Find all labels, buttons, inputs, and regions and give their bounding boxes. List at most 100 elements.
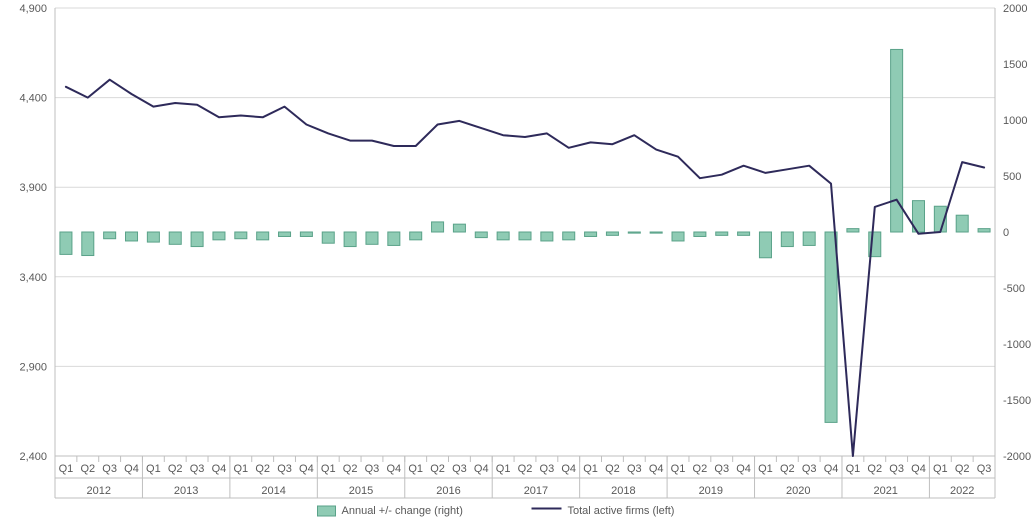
x-quarter-label: Q3 — [190, 463, 205, 475]
x-quarter-label: Q3 — [627, 463, 642, 475]
x-quarter-label: Q2 — [518, 463, 533, 475]
x-quarter-label: Q4 — [212, 463, 227, 475]
x-year-label: 2014 — [261, 485, 285, 497]
bar — [388, 232, 400, 245]
x-quarter-label: Q4 — [386, 463, 401, 475]
bar — [563, 232, 575, 240]
x-year-label: 2015 — [349, 485, 373, 497]
x-quarter-label: Q2 — [867, 463, 882, 475]
bar — [672, 232, 684, 241]
y-right-tick-label: -1000 — [1003, 339, 1031, 351]
bar — [541, 232, 553, 241]
y-right-tick-label: 1500 — [1003, 59, 1027, 71]
x-year-label: 2020 — [786, 485, 810, 497]
x-quarter-label: Q1 — [321, 463, 336, 475]
x-quarter-label: Q3 — [889, 463, 904, 475]
bar — [169, 232, 181, 244]
x-quarter-label: Q3 — [802, 463, 817, 475]
x-year-label: 2013 — [174, 485, 198, 497]
bar — [82, 232, 94, 256]
bar — [956, 215, 968, 232]
x-year-label: 2018 — [611, 485, 635, 497]
bar — [738, 232, 750, 235]
bar — [716, 232, 728, 235]
bar — [322, 232, 334, 243]
x-quarter-label: Q1 — [758, 463, 773, 475]
x-quarter-label: Q2 — [168, 463, 183, 475]
y-left-tick-label: 2,900 — [19, 361, 47, 373]
legend-label: Total active firms (left) — [568, 505, 675, 517]
x-quarter-label: Q1 — [496, 463, 511, 475]
x-quarter-label: Q2 — [605, 463, 620, 475]
x-quarter-label: Q3 — [452, 463, 467, 475]
legend-label: Annual +/- change (right) — [342, 505, 463, 517]
x-quarter-label: Q1 — [233, 463, 248, 475]
bar — [257, 232, 269, 240]
bar — [606, 232, 618, 235]
x-quarter-label: Q1 — [59, 463, 74, 475]
bar — [453, 224, 465, 232]
bar — [519, 232, 531, 240]
bar — [104, 232, 116, 239]
x-quarter-label: Q3 — [977, 463, 992, 475]
x-quarter-label: Q2 — [80, 463, 95, 475]
bar — [781, 232, 793, 247]
x-quarter-label: Q4 — [124, 463, 139, 475]
x-quarter-label: Q4 — [911, 463, 926, 475]
bar — [694, 232, 706, 236]
bar — [191, 232, 203, 247]
x-quarter-label: Q3 — [102, 463, 117, 475]
bar — [410, 232, 422, 240]
x-quarter-label: Q4 — [299, 463, 314, 475]
y-left-tick-label: 4,900 — [19, 3, 47, 15]
bar — [60, 232, 72, 254]
x-year-label: 2016 — [436, 485, 460, 497]
x-quarter-label: Q2 — [255, 463, 270, 475]
x-year-label: 2019 — [699, 485, 723, 497]
y-right-tick-label: -500 — [1003, 283, 1025, 295]
bar — [475, 232, 487, 238]
bar — [650, 232, 662, 233]
x-quarter-label: Q3 — [365, 463, 380, 475]
bar — [628, 232, 640, 233]
bar — [585, 232, 597, 236]
bar — [213, 232, 225, 240]
x-quarter-label: Q4 — [649, 463, 664, 475]
bar — [803, 232, 815, 245]
y-right-tick-label: -2000 — [1003, 451, 1031, 463]
x-quarter-label: Q1 — [846, 463, 861, 475]
bar — [235, 232, 247, 239]
x-year-label: 2021 — [873, 485, 897, 497]
x-year-label: 2017 — [524, 485, 548, 497]
x-quarter-label: Q3 — [277, 463, 292, 475]
bar — [432, 222, 444, 232]
y-left-tick-label: 2,400 — [19, 451, 47, 463]
x-quarter-label: Q1 — [408, 463, 423, 475]
y-right-tick-label: 2000 — [1003, 3, 1027, 15]
x-quarter-label: Q4 — [736, 463, 751, 475]
x-year-label: 2022 — [950, 485, 974, 497]
bar — [279, 232, 291, 236]
y-right-tick-label: -1500 — [1003, 395, 1031, 407]
bar — [300, 232, 312, 236]
x-quarter-label: Q2 — [343, 463, 358, 475]
x-quarter-label: Q2 — [430, 463, 445, 475]
bar — [147, 232, 159, 242]
bar — [825, 232, 837, 422]
bar — [344, 232, 356, 247]
bar — [366, 232, 378, 244]
y-right-tick-label: 0 — [1003, 227, 1009, 239]
bar — [847, 229, 859, 232]
y-right-tick-label: 1000 — [1003, 115, 1027, 127]
x-quarter-label: Q1 — [146, 463, 161, 475]
x-quarter-label: Q1 — [671, 463, 686, 475]
y-right-tick-label: 500 — [1003, 171, 1021, 183]
bar — [759, 232, 771, 258]
bar — [497, 232, 509, 240]
bar — [126, 232, 138, 241]
legend-swatch-bar — [318, 506, 336, 516]
x-quarter-label: Q3 — [714, 463, 729, 475]
x-year-label: 2012 — [86, 485, 110, 497]
y-left-tick-label: 3,900 — [19, 182, 47, 194]
x-quarter-label: Q2 — [955, 463, 970, 475]
